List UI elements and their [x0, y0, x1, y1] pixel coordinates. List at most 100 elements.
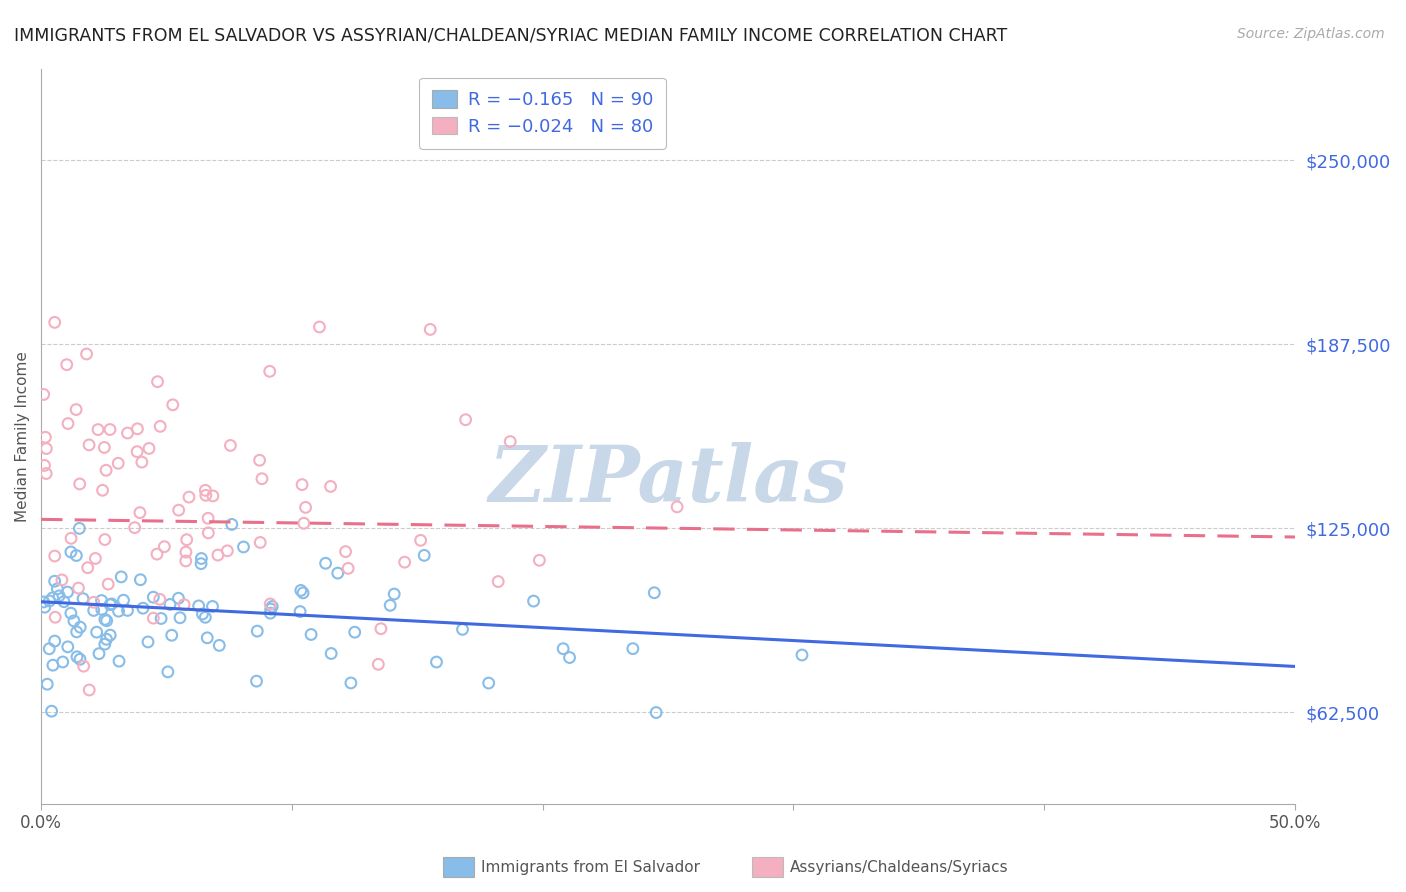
Point: [34, 430, 56, 444]
Point: [174, 554, 197, 568]
Point: [169, 611, 191, 625]
Point: [51, 573, 73, 587]
Point: [77, 683, 100, 698]
Point: [249, 535, 271, 549]
Point: [117, 425, 139, 440]
Point: [290, 583, 312, 598]
Point: [124, 521, 146, 535]
Point: [63, 614, 86, 628]
Point: [454, 413, 477, 427]
Point: [41, 704, 63, 718]
Point: [32, 387, 55, 401]
Point: [194, 610, 217, 624]
Point: [60, 531, 83, 545]
Point: [195, 631, 218, 645]
Point: [249, 453, 271, 467]
Point: [132, 601, 155, 615]
Point: [645, 706, 668, 720]
Point: [262, 599, 284, 614]
Point: [65, 402, 87, 417]
Point: [413, 549, 436, 563]
Point: [87, 423, 110, 437]
Point: [790, 648, 813, 662]
Point: [44, 610, 66, 624]
Point: [159, 598, 181, 612]
Point: [197, 525, 219, 540]
Point: [409, 533, 432, 548]
Point: [370, 622, 392, 636]
Point: [100, 597, 122, 611]
Point: [83, 603, 105, 617]
Point: [201, 489, 224, 503]
Point: [117, 603, 139, 617]
Point: [66, 649, 89, 664]
Text: Assyrians/Chaldeans/Syriacs: Assyrians/Chaldeans/Syriacs: [790, 861, 1008, 875]
Text: Source: ZipAtlas.com: Source: ZipAtlas.com: [1237, 27, 1385, 41]
Point: [46, 582, 69, 596]
Point: [90, 602, 112, 616]
Text: ZIPatlas: ZIPatlas: [488, 442, 848, 518]
Point: [259, 606, 281, 620]
Point: [110, 570, 132, 584]
Point: [177, 490, 200, 504]
Point: [98, 423, 121, 437]
Point: [142, 611, 165, 625]
Point: [86, 625, 108, 640]
Point: [87, 647, 110, 661]
Point: [190, 557, 212, 571]
Text: Immigrants from El Salvador: Immigrants from El Salvador: [481, 861, 700, 875]
Point: [232, 540, 254, 554]
Point: [112, 593, 135, 607]
Point: [319, 479, 342, 493]
Point: [259, 597, 281, 611]
Point: [425, 655, 447, 669]
Point: [72, 591, 94, 606]
Point: [153, 540, 176, 554]
Point: [41, 591, 63, 605]
Point: [128, 506, 150, 520]
Point: [326, 566, 349, 580]
Point: [201, 599, 224, 614]
Point: [245, 674, 267, 689]
Point: [129, 573, 152, 587]
Point: [32, 595, 55, 609]
Point: [208, 639, 231, 653]
Point: [149, 592, 172, 607]
Point: [337, 561, 360, 575]
Point: [44, 549, 66, 563]
Text: IMMIGRANTS FROM EL SALVADOR VS ASSYRIAN/CHALDEAN/SYRIAC MEDIAN FAMILY INCOME COR: IMMIGRANTS FROM EL SALVADOR VS ASSYRIAN/…: [14, 27, 1007, 45]
Point: [190, 551, 212, 566]
Point: [67, 581, 90, 595]
Point: [65, 549, 87, 563]
Point: [194, 488, 217, 502]
Point: [382, 587, 405, 601]
Point: [94, 637, 117, 651]
Point: [35, 442, 58, 456]
Point: [162, 398, 184, 412]
Point: [558, 650, 581, 665]
Point: [38, 594, 60, 608]
Point: [394, 555, 416, 569]
Point: [67, 521, 90, 535]
Point: [138, 442, 160, 456]
Point: [340, 676, 363, 690]
Point: [643, 586, 665, 600]
Point: [42, 658, 65, 673]
Point: [96, 632, 118, 647]
Point: [167, 591, 190, 606]
Point: [94, 463, 117, 477]
Point: [59, 545, 82, 559]
Point: [294, 500, 316, 515]
Point: [52, 655, 75, 669]
Point: [666, 500, 689, 514]
Point: [38, 641, 60, 656]
Point: [260, 602, 283, 616]
Point: [52, 595, 75, 609]
Point: [108, 654, 131, 668]
Point: [97, 577, 120, 591]
Point: [207, 548, 229, 562]
Point: [77, 438, 100, 452]
Point: [259, 364, 281, 378]
Point: [187, 599, 209, 613]
Point: [37, 677, 59, 691]
